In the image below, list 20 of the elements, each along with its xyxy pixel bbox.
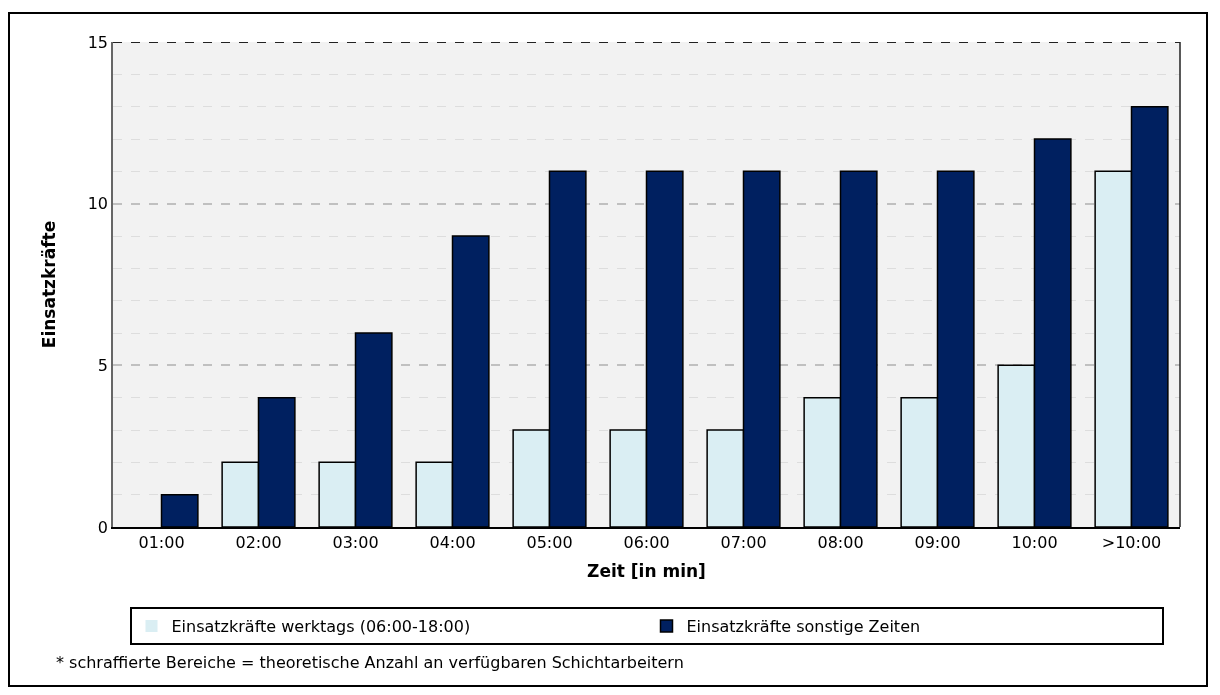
- x-tick-label: 05:00: [526, 533, 573, 553]
- x-tick-label: 01:00: [138, 533, 185, 553]
- x-tick-label: >10:00: [1101, 533, 1162, 553]
- x-tick-label: 08:00: [817, 533, 864, 553]
- text: * schraffierte Bereiche = theoretische Anzahl an verfügbaren Schichtarbeitern: [56, 653, 684, 672]
- x-axis-title: Zeit [in min]: [587, 561, 706, 582]
- x-tick-label: 04:00: [429, 533, 476, 553]
- y-tick-label: 5: [97, 355, 109, 375]
- y-tick-label: 15: [87, 32, 109, 52]
- x-tick-label: 10:00: [1011, 533, 1058, 553]
- x-tick-label: 07:00: [720, 533, 767, 553]
- x-tick-label: 02:00: [235, 533, 282, 553]
- y-tick-label: 10: [87, 194, 109, 214]
- y-axis-title: Einsatzkräfte: [38, 220, 59, 349]
- x-tick-label: 03:00: [332, 533, 379, 553]
- legend-label: Einsatzkräfte sonstige Zeiten: [686, 617, 921, 637]
- x-tick-label: 06:00: [623, 533, 670, 553]
- y-tick-label: 0: [97, 517, 109, 537]
- x-tick-label: 09:00: [914, 533, 961, 553]
- legend-label: Einsatzkräfte werktags (06:00-18:00): [171, 617, 471, 637]
